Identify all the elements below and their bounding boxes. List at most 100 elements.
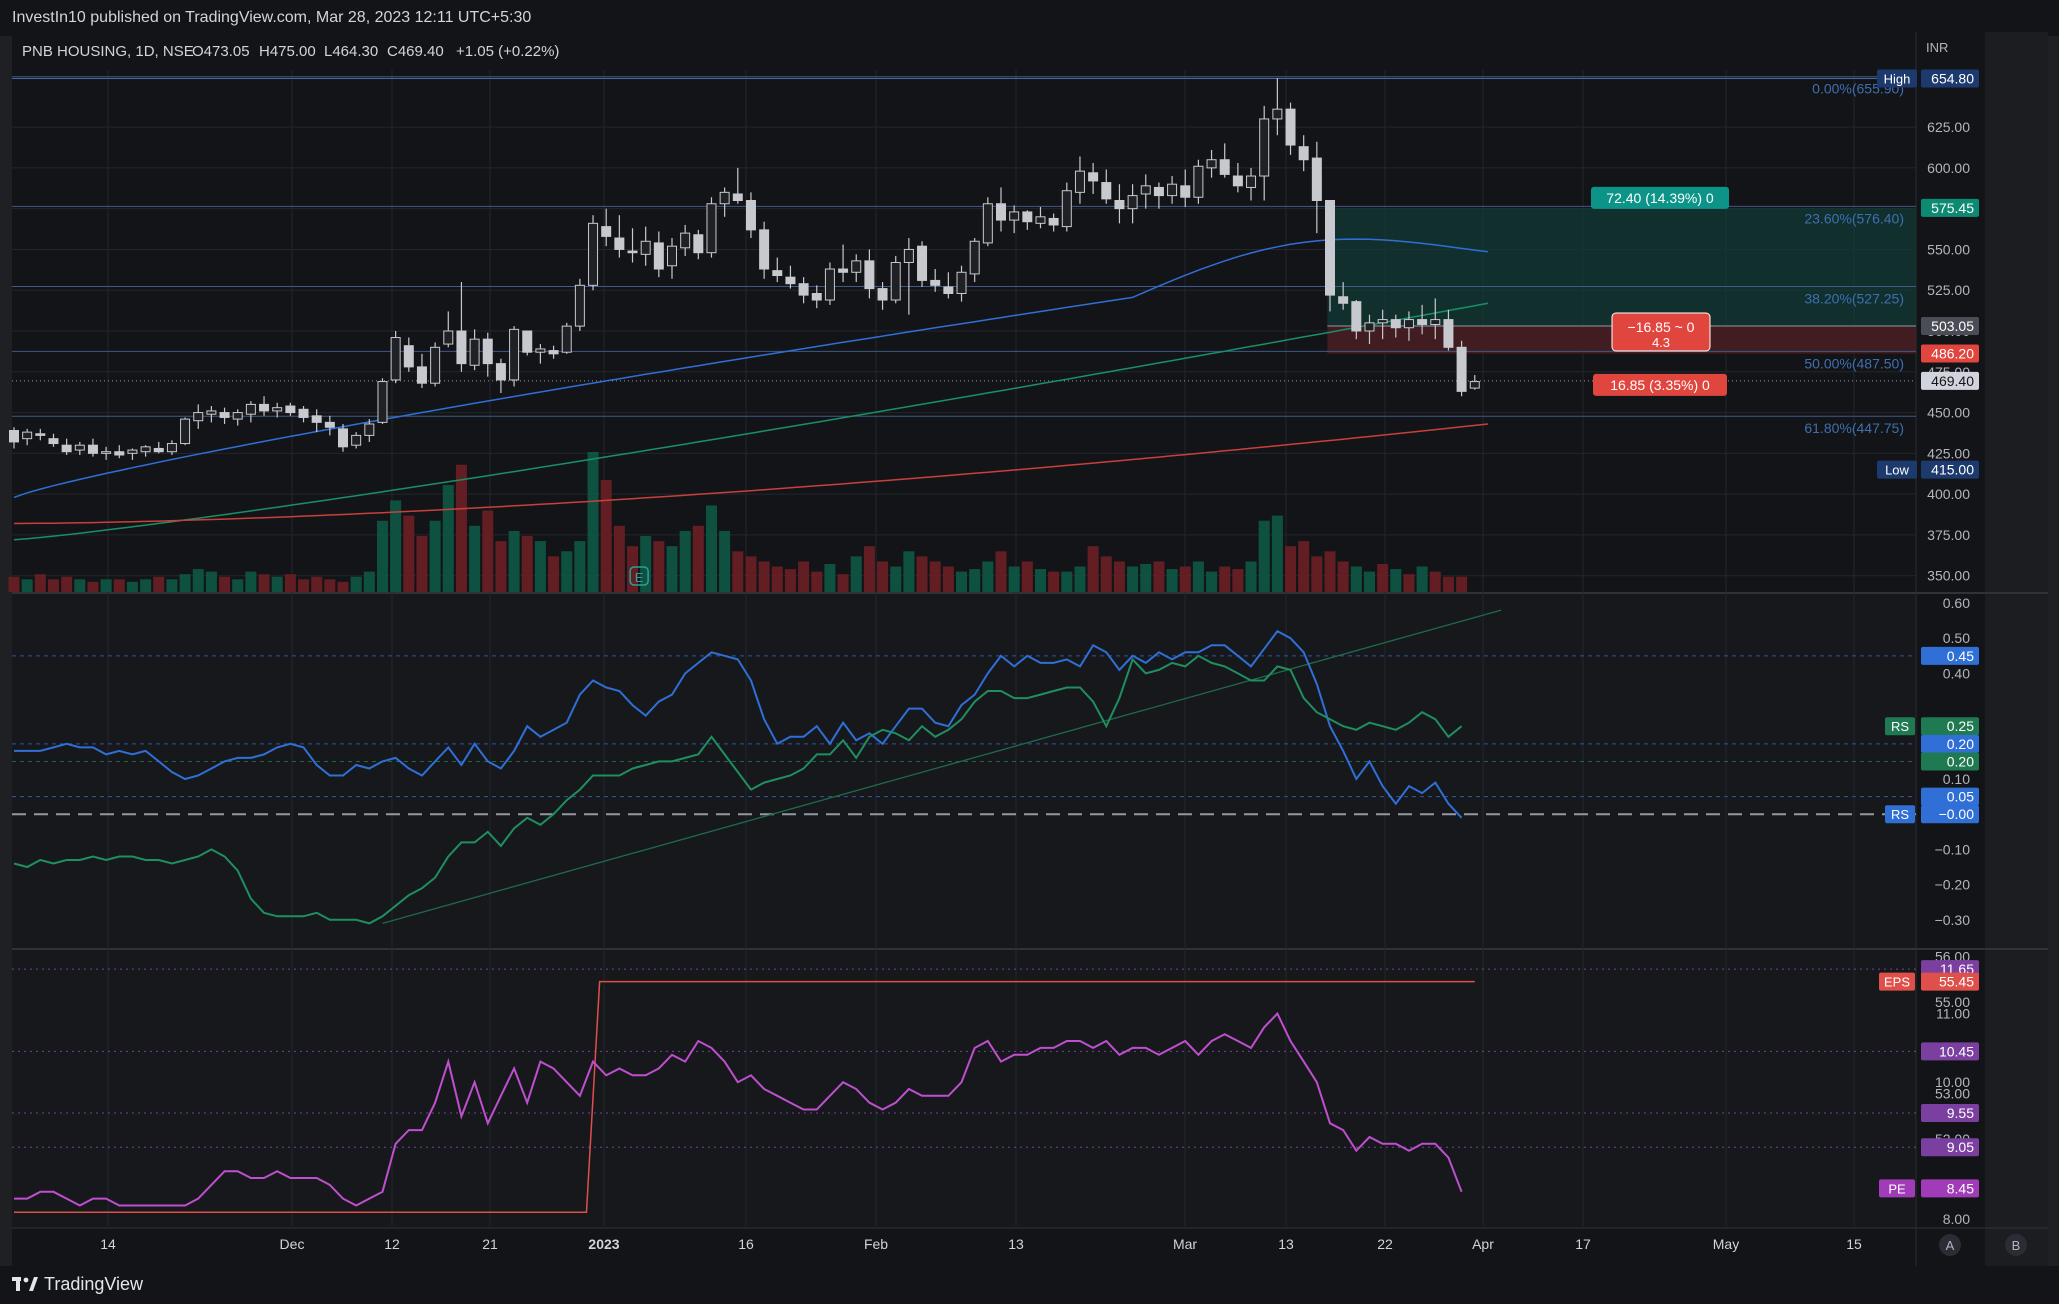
volume-bar — [271, 576, 283, 592]
candle-body — [140, 446, 151, 453]
volume-bar — [416, 536, 428, 592]
price-tag-bg — [1921, 317, 1979, 336]
price-tag-value: 575.45 — [1931, 200, 1974, 216]
volume-bar — [1416, 566, 1428, 592]
volume-bar — [1232, 569, 1244, 592]
volume-bar — [390, 500, 402, 592]
candle-body — [338, 428, 348, 448]
candle-body — [588, 222, 599, 286]
volume-bar — [890, 566, 902, 592]
candle-body — [456, 330, 467, 365]
candle-body — [1430, 319, 1441, 325]
volume-bar — [692, 525, 704, 592]
candle-body — [1035, 216, 1046, 224]
fib-level-label: 38.20%(527.25) — [1804, 291, 1904, 307]
tradingview-logo-icon — [12, 1276, 38, 1291]
candle-body — [811, 292, 822, 301]
earnings-event-label: E — [635, 570, 644, 585]
candle-body — [1351, 301, 1362, 332]
volume-bar — [166, 579, 178, 592]
rs-axis-label: 0.60 — [1943, 595, 1970, 611]
pe-prefix-bg — [1879, 972, 1915, 991]
volume-bar — [482, 510, 494, 592]
pe-pane-bg — [12, 950, 1916, 1228]
candle-body — [430, 346, 441, 384]
candle-body — [416, 366, 427, 384]
volume-bar — [824, 564, 836, 592]
candle-body — [1338, 296, 1349, 304]
stop-label-1: −16.85 ~ 0 — [1628, 319, 1695, 335]
volume-bar — [495, 541, 507, 592]
candle-body — [877, 288, 888, 301]
rs-pane-bg — [12, 594, 1916, 948]
candle-body — [390, 337, 401, 381]
volume-bar — [363, 571, 375, 592]
volume-bar — [455, 464, 467, 592]
price-axis-label: 400.00 — [1927, 486, 1970, 502]
volume-bar — [561, 551, 573, 592]
loss-label: 16.85 (3.35%) 0 — [1610, 377, 1710, 393]
candle-body — [324, 421, 335, 428]
x-tick-label: 12 — [384, 1236, 400, 1252]
rs-tag-bg — [1921, 787, 1979, 806]
candle-body — [1048, 217, 1059, 226]
volume-bar — [232, 579, 244, 592]
volume-bar — [47, 579, 59, 592]
candle-body — [495, 363, 506, 381]
volume-bar — [995, 551, 1007, 592]
price-tag-value: 654.80 — [1931, 70, 1974, 86]
volume-bar — [100, 579, 112, 592]
volume-bar — [719, 530, 731, 592]
candle-body — [1088, 172, 1099, 182]
candle-body — [101, 451, 112, 454]
top-bar: InvestIn10 published on TradingView.com,… — [0, 0, 2059, 36]
volume-bar — [903, 551, 915, 592]
candle-body — [219, 412, 230, 418]
volume-bar — [1192, 561, 1204, 592]
candle-body — [614, 237, 625, 250]
volume-bar — [653, 541, 665, 592]
candle-body — [561, 325, 572, 353]
candle-body — [1325, 200, 1335, 296]
candle-body — [1101, 182, 1112, 200]
volume-bar — [126, 581, 138, 592]
candle-body — [693, 234, 704, 254]
candle-body — [1232, 175, 1243, 187]
x-tick-label: 14 — [100, 1236, 116, 1252]
volume-bar — [863, 546, 875, 592]
x-tick-label: 13 — [1278, 1236, 1294, 1252]
candle-body — [706, 203, 717, 254]
candle-body — [785, 276, 796, 285]
eps-axis-label: 53.00 — [1935, 1086, 1970, 1102]
volume-bar — [1087, 546, 1099, 592]
published-note: InvestIn10 published on TradingView.com,… — [12, 9, 532, 26]
volume-bar — [969, 569, 981, 592]
pe-tag-bg — [1921, 1103, 1979, 1122]
volume-bar — [1245, 561, 1257, 592]
volume-bar — [745, 556, 757, 592]
price-axis-label: 350.00 — [1927, 568, 1970, 584]
rs-axis-label: 0.10 — [1943, 771, 1970, 787]
pe-tag-value: 8.45 — [1947, 1180, 1974, 1196]
volume-bar — [1271, 515, 1283, 592]
candle-body — [1009, 211, 1020, 221]
candle-body — [1140, 185, 1151, 195]
pe-tag-bg — [1921, 1179, 1979, 1198]
auto-scale-button[interactable] — [1939, 1234, 1961, 1256]
volume-bar — [1363, 571, 1375, 592]
candle-body — [1246, 175, 1257, 188]
volume-bar — [666, 546, 678, 592]
fib-level-label: 23.60%(576.40) — [1804, 210, 1904, 226]
volume-bar — [640, 536, 652, 592]
tradingview-brand[interactable]: TradingView — [12, 1274, 143, 1295]
volume-bar — [1285, 546, 1297, 592]
earnings-event-marker[interactable] — [629, 566, 649, 586]
volume-bar — [1048, 571, 1060, 592]
candle-body — [824, 268, 835, 301]
scale-b-button[interactable] — [2005, 1234, 2027, 1256]
candle-body — [864, 260, 875, 290]
price-tag-value: 469.40 — [1931, 373, 1974, 389]
volume-bar — [219, 576, 231, 592]
candle-body — [1153, 186, 1164, 197]
